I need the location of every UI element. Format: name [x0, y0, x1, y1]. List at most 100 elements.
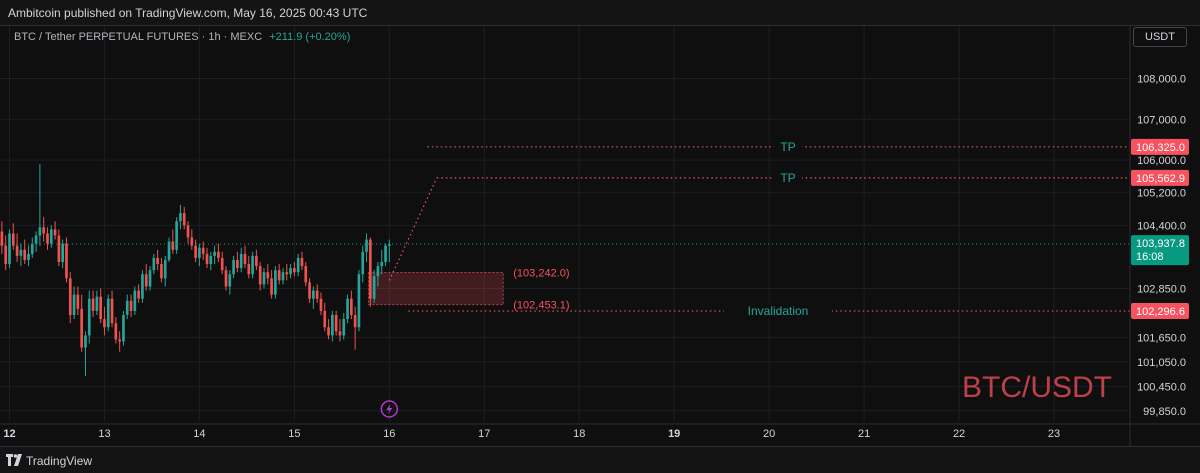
y-tick-label: 101,050.0: [1137, 357, 1186, 369]
level-price-label: 102,296.6: [1136, 306, 1185, 318]
candle: [304, 262, 308, 287]
candle: [103, 306, 106, 336]
candle: [220, 251, 224, 275]
candle: [19, 243, 23, 267]
candle-body: [224, 270, 228, 287]
candle-body: [129, 300, 133, 311]
candle: [160, 257, 163, 283]
candle: [30, 237, 34, 258]
current-price-badge: [1131, 235, 1189, 266]
candle: [357, 270, 361, 332]
candle-body: [95, 296, 99, 311]
candle: [380, 249, 384, 275]
candle-body: [281, 272, 285, 281]
tradingview-logo-icon[interactable]: [6, 454, 24, 466]
candle-body: [387, 244, 391, 246]
candle-body: [300, 257, 304, 267]
candle: [0, 221, 4, 254]
candle-body: [46, 233, 49, 244]
candle-body: [4, 245, 8, 265]
x-axis: 12 13 14 15 16 17 18 19 20 21 22 23: [0, 423, 1200, 440]
candle-body: [315, 290, 319, 299]
currency-unit-button[interactable]: USDT: [1133, 27, 1187, 47]
level-price-badge: [1131, 138, 1189, 155]
candle-body: [319, 298, 323, 311]
candle: [262, 268, 266, 289]
candle-body: [312, 290, 315, 299]
candle-body: [346, 298, 349, 320]
candle-body: [220, 257, 224, 271]
candle-body: [270, 278, 273, 295]
watermark-layer: BTC/USDT: [962, 371, 1112, 404]
event-icon-bolt: [386, 404, 393, 414]
candle: [312, 286, 315, 309]
y-tick-label: 102,850.0: [1137, 284, 1186, 296]
level-price-badge: [1131, 303, 1189, 320]
candle-body: [369, 239, 372, 299]
candle-body: [331, 315, 334, 336]
candle-body: [209, 255, 213, 265]
y-axis: 108,000.0 107,000.0 106,000.0 105,200.0 104,…: [1129, 26, 1186, 446]
candle-body: [156, 257, 159, 265]
candle-body: [190, 237, 194, 246]
candle: [8, 229, 11, 269]
candle: [205, 247, 209, 269]
y-tick-label: 100,450.0: [1137, 381, 1186, 393]
candle-body: [99, 296, 102, 320]
candle-body: [266, 272, 270, 279]
candle: [186, 221, 190, 244]
candle-body: [15, 245, 19, 256]
projection-path: [388, 177, 438, 281]
candle-body: [34, 235, 38, 244]
zone-bottom-label: (102,453.1): [513, 300, 569, 312]
candle: [293, 262, 296, 277]
candle-body: [65, 243, 68, 279]
candle: [270, 270, 273, 299]
candle: [198, 243, 201, 267]
x-tick-label: 20: [763, 428, 775, 440]
candle-body: [76, 294, 80, 309]
current-price-label: 103,937.8: [1136, 238, 1185, 250]
candle-body: [57, 235, 61, 262]
candle-body: [179, 213, 182, 222]
candle-body: [11, 233, 15, 246]
candle-body: [141, 274, 144, 299]
level-price-badge: [1131, 169, 1189, 186]
y-tick-label: 107,000.0: [1137, 114, 1186, 126]
candle: [190, 229, 194, 250]
tradingview-brand[interactable]: TradingView: [26, 454, 93, 468]
candle: [91, 290, 95, 318]
candle: [258, 262, 262, 291]
candle: [342, 312, 346, 340]
y-tick-label: 101,650.0: [1137, 332, 1186, 344]
symbol-title: BTC / Tether PERPETUAL FUTURES · 1h · ME…: [14, 31, 263, 43]
candle: [84, 331, 87, 377]
candle-body: [30, 243, 34, 254]
candle: [87, 290, 91, 344]
candle: [125, 294, 129, 320]
x-tick-label: 19: [668, 428, 680, 440]
candle-body: [304, 266, 308, 283]
candle: [182, 206, 186, 230]
candle-body: [334, 315, 338, 332]
candle: [53, 221, 57, 240]
candle-body: [186, 225, 190, 238]
entry-zone: [367, 272, 504, 306]
candle: [15, 233, 19, 262]
candle-body: [144, 274, 148, 287]
candle-body: [342, 319, 346, 336]
candle: [213, 245, 216, 265]
candle-body: [87, 298, 91, 336]
candle-body: [103, 319, 106, 328]
candle: [68, 272, 72, 324]
candle: [23, 239, 27, 265]
candle: [201, 241, 205, 260]
candle-body: [251, 255, 254, 275]
candle: [179, 204, 182, 230]
candles-layer: [0, 164, 391, 377]
candle-body: [106, 298, 110, 328]
candle-body: [213, 251, 216, 256]
candle: [194, 239, 197, 262]
candle-body: [152, 257, 156, 271]
